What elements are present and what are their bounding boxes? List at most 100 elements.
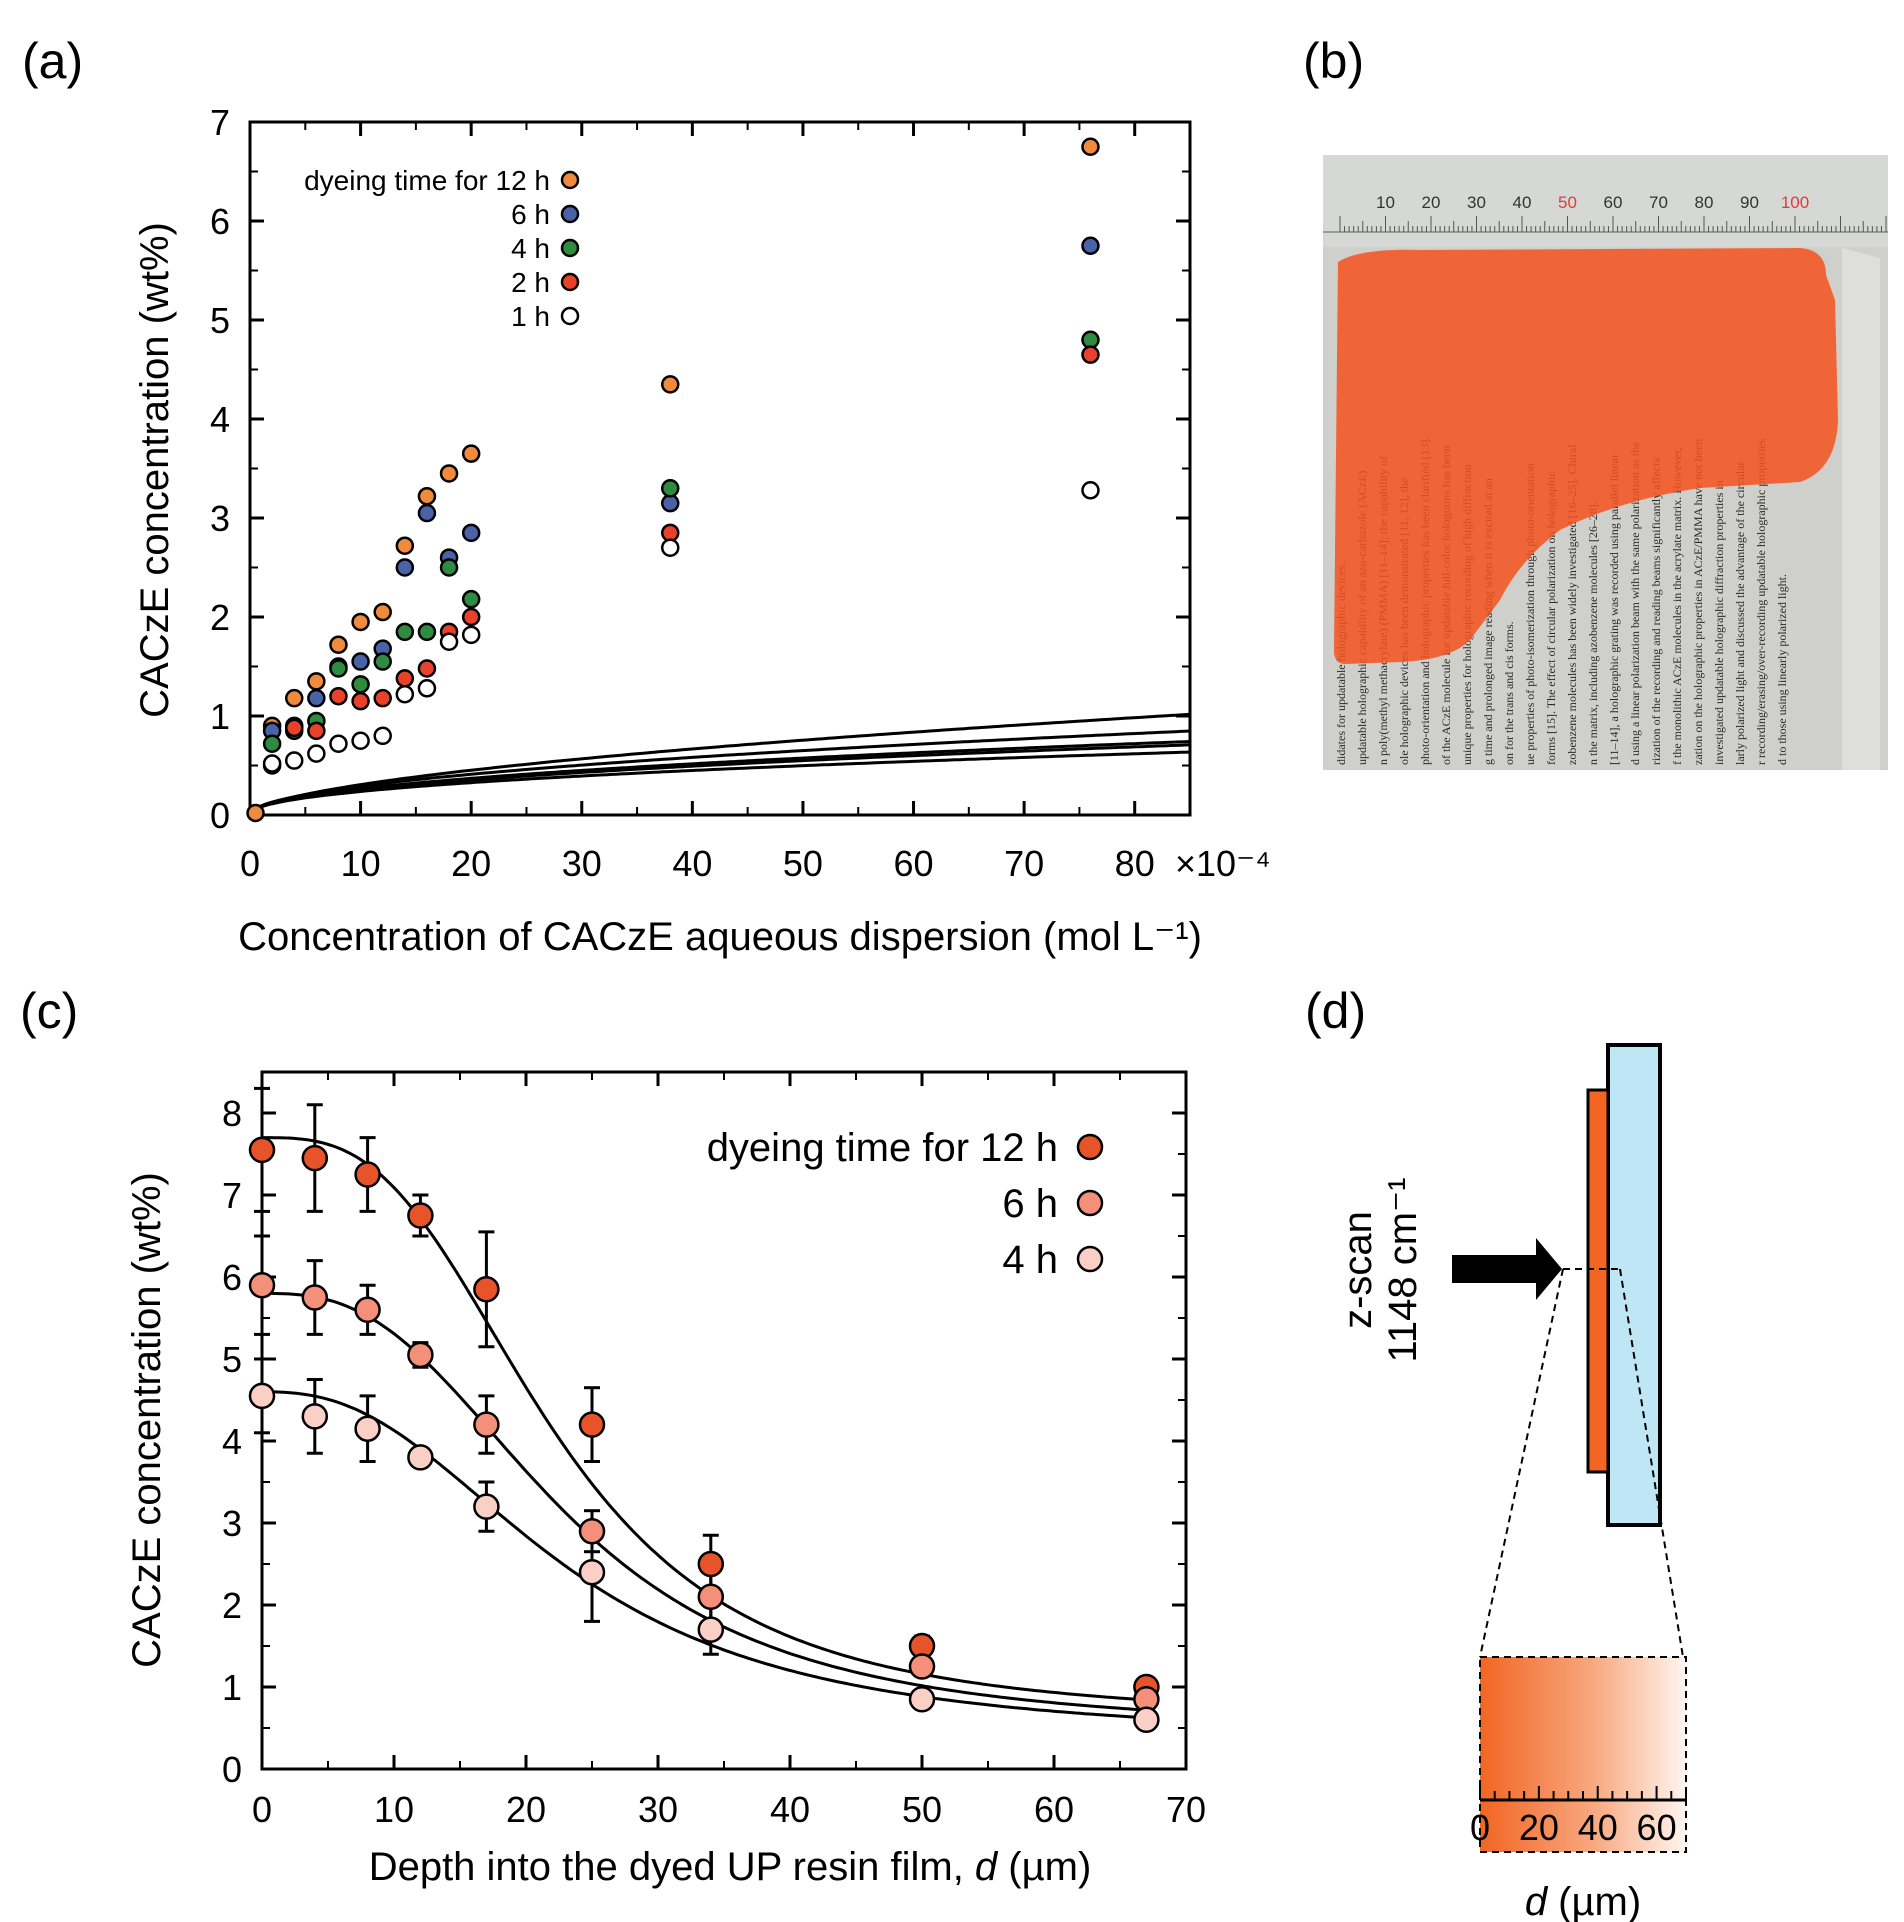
ruler-marks: 10 20 30 40 50 60 70 80 90 100 [1339, 193, 1887, 232]
y-tick-label: 4 [210, 399, 230, 440]
x-tick-label: 60 [894, 843, 934, 884]
data-point [262, 754, 282, 773]
legend-marker [560, 238, 580, 258]
legend-label: 2 h [511, 267, 550, 298]
legend-marker [560, 272, 580, 292]
y-tick-label: 5 [210, 300, 230, 341]
panel-c-label: (c) [20, 983, 78, 1039]
legend-label: dyeing time for 12 h [304, 165, 550, 196]
data-point [1081, 481, 1100, 500]
ruler-number: 10 [1376, 193, 1395, 212]
x-tick-label: 50 [783, 843, 823, 884]
legend-marker [560, 204, 580, 224]
scale-tick-label: 0 [1470, 1807, 1490, 1848]
data-point [262, 734, 282, 753]
zscan-label: z-scan [1336, 1211, 1380, 1329]
x-tick-label: 60 [1034, 1789, 1074, 1830]
plot-c-y-title: CACzE concentration (wt%) [125, 1172, 169, 1668]
data-point [439, 464, 459, 483]
x-tick-label: 50 [902, 1789, 942, 1830]
data-point [354, 1296, 381, 1324]
gradient-frame [1479, 1656, 1687, 1853]
fit-curve [262, 1390, 1147, 1720]
data-point [246, 803, 265, 823]
panel-c: (c) 0 10 20 30 40 50 60 70 0 1 2 3 4 5 6 7 8 CACzE conce… [20, 983, 1206, 1889]
data-point [354, 1415, 381, 1442]
dyed-film-layer [1586, 1088, 1610, 1474]
data-point [697, 1616, 725, 1643]
data-point [473, 1493, 500, 1520]
scale-tick-label: 40 [1578, 1807, 1618, 1848]
ruler-number: 70 [1649, 193, 1668, 212]
x-tick-label: 40 [672, 843, 712, 884]
ruler-number: 60 [1604, 193, 1623, 212]
data-point [417, 503, 437, 523]
data-point [395, 558, 415, 577]
data-point [1081, 345, 1100, 364]
y-tick-label: 7 [222, 1175, 242, 1216]
panel-b: (b) 10 20 30 40 50 60 70 80 90 100 didates for up… [1303, 33, 1888, 770]
page-text-line: on for the trans and cis forms. [1502, 621, 1516, 765]
y-tick-label: 2 [210, 597, 230, 638]
y-tick-label: 3 [210, 498, 230, 539]
legend-label: 4 h [511, 233, 550, 264]
y-tick-label: 6 [222, 1257, 242, 1298]
x-tick-label: 0 [240, 843, 260, 884]
page-text-line: larly polarized light and discussed the … [1733, 461, 1747, 765]
data-point [301, 1403, 329, 1430]
plot-c-legend: dyeing time for 12 h 6 h 4 h [707, 1126, 1104, 1282]
data-point [1081, 137, 1100, 156]
data-point [439, 558, 459, 577]
legend-marker [1076, 1133, 1104, 1161]
data-point [329, 659, 348, 678]
plot-a-x-multiplier: ×10⁻⁴ [1175, 843, 1271, 884]
data-point [284, 751, 304, 770]
data-point [301, 1284, 329, 1311]
data-point [697, 1583, 725, 1611]
data-point [461, 607, 481, 627]
data-point [351, 612, 370, 632]
x-tick-label: 10 [374, 1789, 414, 1830]
data-point [395, 684, 415, 704]
legend-marker [1076, 1245, 1104, 1273]
legend-label: 6 h [1002, 1182, 1058, 1226]
fit-curve [250, 750, 1190, 815]
data-point [578, 1517, 606, 1545]
data-point [1081, 236, 1100, 255]
ruler-number: 90 [1740, 193, 1759, 212]
data-point [351, 691, 370, 711]
fit-curve [250, 729, 1190, 815]
data-point [395, 622, 415, 642]
y-tick-label: 2 [222, 1585, 242, 1626]
data-point [307, 721, 326, 741]
plot-a-axes: 0 10 20 30 40 50 60 70 80 0 1 2 3 4 5 6 7 [210, 102, 1190, 884]
zoom-line-right [1619, 1268, 1684, 1658]
data-point [307, 688, 326, 708]
data-point [417, 679, 437, 698]
legend-label: 1 h [511, 301, 550, 332]
data-point [248, 1271, 276, 1299]
data-point [908, 1686, 936, 1713]
photo: 10 20 30 40 50 60 70 80 90 100 didates for updata… [1323, 155, 1888, 770]
page-text-line: d to those using linearly polarized ligh… [1775, 574, 1789, 765]
y-tick-label: 5 [222, 1339, 242, 1380]
data-point [417, 622, 437, 642]
plot-c-x-title-d: d [975, 1845, 999, 1889]
data-point [373, 602, 392, 622]
data-point [373, 688, 392, 708]
data-point [301, 1144, 329, 1172]
y-tick-label: 4 [222, 1421, 242, 1462]
x-tick-label: 70 [1004, 843, 1044, 884]
legend-label: 4 h [1002, 1238, 1058, 1282]
scale-tick-label: 60 [1637, 1807, 1677, 1848]
plot-a-x-title: Concentration of CACzE aqueous dispersio… [238, 915, 1202, 959]
data-point [284, 718, 304, 738]
plot-a-y-title: CACzE concentration (wt%) [133, 222, 177, 718]
ruler-number: 40 [1513, 193, 1532, 212]
depth-scale: 0 20 40 60 [1470, 1786, 1687, 1848]
legend-label: 6 h [511, 199, 550, 230]
zscan-wavenumber-label: 1148 cm⁻¹ [1381, 1178, 1425, 1363]
data-point [461, 444, 481, 463]
printed-page: didates for updatable holographic device… [1334, 436, 1789, 765]
plot-c-frame [260, 1070, 1188, 1771]
